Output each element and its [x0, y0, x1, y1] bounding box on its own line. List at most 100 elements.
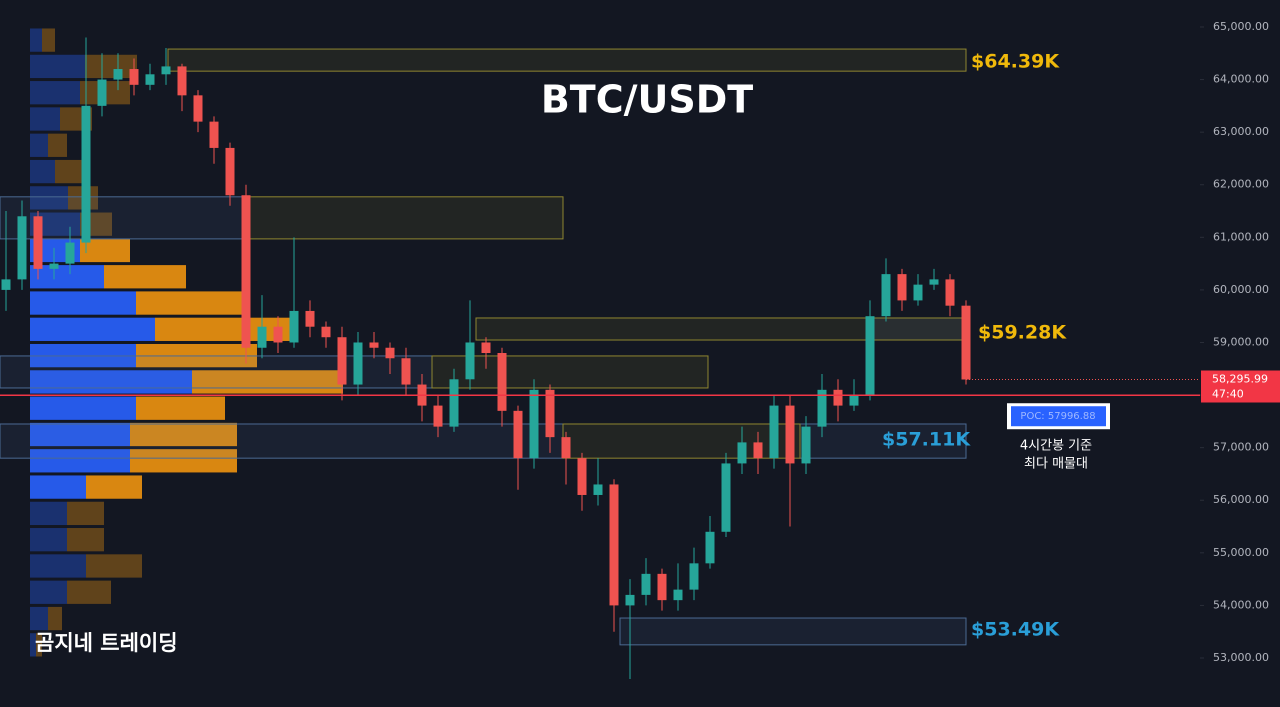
y-tick-label: 55,000.00	[1213, 546, 1269, 559]
candle-body	[865, 316, 875, 396]
candle-body	[513, 410, 523, 459]
candle-body	[369, 342, 379, 348]
candle-body	[689, 563, 699, 590]
volume-buy-bar	[30, 554, 86, 578]
y-tick-label: 63,000.00	[1213, 125, 1269, 138]
candle-body	[401, 358, 411, 385]
volume-buy-bar	[30, 159, 55, 184]
chart-title: BTC/USDT	[541, 78, 753, 122]
candle-body	[945, 279, 955, 306]
candle-body	[161, 66, 171, 75]
candle-body	[753, 442, 763, 459]
candle-body	[705, 531, 715, 564]
volume-sell-bar	[67, 580, 111, 604]
countdown: 47:40	[1212, 388, 1244, 401]
volume-sell-bar	[130, 422, 237, 447]
volume-buy-bar	[30, 265, 104, 289]
zone-yellow	[244, 196, 564, 240]
candle-body	[465, 342, 475, 380]
candle-body	[305, 310, 315, 327]
volume-sell-bar	[136, 396, 225, 420]
candle-body	[129, 69, 139, 85]
candle-body	[561, 437, 571, 459]
candle-body	[449, 379, 459, 427]
volume-buy-bar	[30, 133, 48, 157]
watermark: 곰지네 트레이딩	[35, 631, 178, 655]
candle-body	[337, 337, 347, 385]
candle-body	[929, 279, 939, 285]
volume-buy-bar	[30, 475, 86, 499]
zone-yellow	[475, 317, 967, 341]
volume-buy-bar	[30, 606, 48, 631]
candle-body	[321, 326, 331, 338]
candle-body	[209, 121, 219, 148]
zone-blue	[0, 423, 564, 459]
candle-body	[881, 274, 891, 317]
volume-buy-bar	[30, 317, 155, 341]
candle-body	[913, 284, 923, 301]
volume-sell-bar	[86, 554, 142, 578]
volume-sell-bar	[80, 238, 130, 263]
candle-body	[625, 594, 635, 606]
zone-blue	[799, 423, 967, 459]
volume-buy-bar	[30, 186, 68, 210]
candle-body	[225, 147, 235, 196]
volume-buy-bar	[30, 580, 67, 604]
candle-body	[481, 342, 491, 354]
y-tick-label: 56,000.00	[1213, 493, 1269, 506]
candle-body	[769, 405, 779, 459]
volume-sell-bar	[86, 475, 142, 499]
poc-note: 최다 매물대	[1024, 457, 1088, 472]
candle-body	[289, 310, 299, 343]
candle-body	[385, 347, 395, 359]
candle-body	[81, 105, 91, 243]
y-tick-label: 54,000.00	[1213, 598, 1269, 611]
candle-body	[721, 463, 731, 532]
volume-buy-bar	[30, 528, 67, 552]
volume-sell-bar	[67, 501, 104, 526]
volume-buy-bar	[30, 81, 80, 105]
candle-body	[33, 216, 43, 269]
volume-buy-bar	[30, 422, 130, 447]
candle-body	[545, 389, 555, 438]
candle-body	[257, 326, 267, 348]
candle-body	[241, 195, 251, 348]
candle-body	[673, 589, 683, 601]
candle-body	[577, 458, 587, 495]
candle-body	[49, 263, 59, 269]
candle-body	[113, 69, 123, 80]
volume-sell-bar	[67, 528, 104, 552]
candle-body	[801, 426, 811, 464]
volume-buy-bar	[30, 633, 36, 657]
candle-body	[97, 79, 107, 106]
poc-note: 4시간봉 기준	[1020, 439, 1092, 454]
y-tick-label: 65,000.00	[1213, 20, 1269, 33]
y-tick-label: 64,000.00	[1213, 73, 1269, 86]
y-tick-label: 62,000.00	[1213, 178, 1269, 191]
candle-body	[849, 395, 859, 406]
candle-body	[433, 405, 443, 427]
volume-buy-bar	[30, 54, 85, 79]
candle-body	[273, 326, 283, 343]
zone-label: $57.11K	[882, 429, 971, 451]
zone-blue	[0, 355, 433, 389]
candle-body	[177, 66, 187, 96]
poc-label: POC: 57996.88	[1020, 411, 1095, 422]
volume-buy-bar	[30, 449, 130, 473]
candle-body	[145, 74, 155, 85]
zone-yellow	[562, 423, 801, 459]
volume-sell-bar	[42, 28, 55, 52]
volume-sell-bar	[55, 159, 85, 184]
price-tag-box	[1201, 370, 1280, 403]
y-tick-label: 59,000.00	[1213, 335, 1269, 348]
volume-sell-bar	[85, 54, 137, 79]
candle-body	[785, 405, 795, 464]
candle-body	[1, 279, 11, 290]
volume-sell-bar	[136, 291, 243, 315]
zone-yellow	[167, 48, 967, 72]
volume-buy-bar	[30, 396, 136, 420]
candle-body	[737, 442, 747, 464]
candle-body	[641, 573, 651, 595]
candle-body	[529, 389, 539, 459]
